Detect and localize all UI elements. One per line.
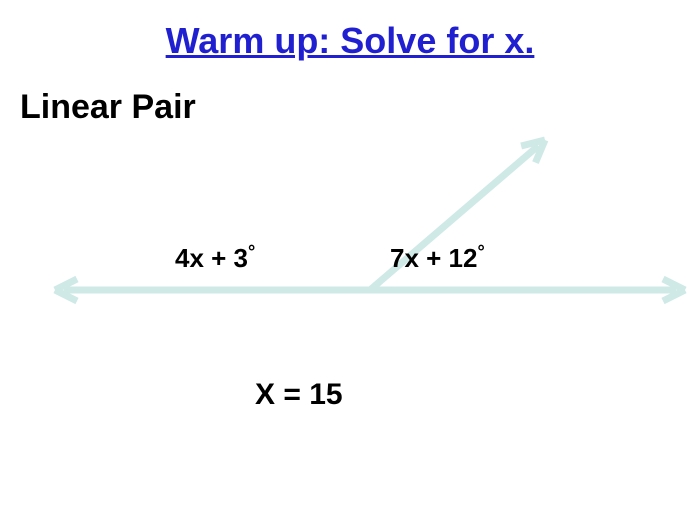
degree-symbol: ° <box>248 241 255 261</box>
right-angle-expr: 7x + 12 <box>390 243 477 273</box>
answer-text: X = 15 <box>255 378 343 412</box>
left-angle-label: 4x + 3° <box>175 243 255 274</box>
left-angle-expr: 4x + 3 <box>175 243 248 273</box>
right-angle-label: 7x + 12° <box>390 243 485 274</box>
degree-symbol: ° <box>477 241 484 261</box>
linear-pair-diagram <box>0 0 700 525</box>
